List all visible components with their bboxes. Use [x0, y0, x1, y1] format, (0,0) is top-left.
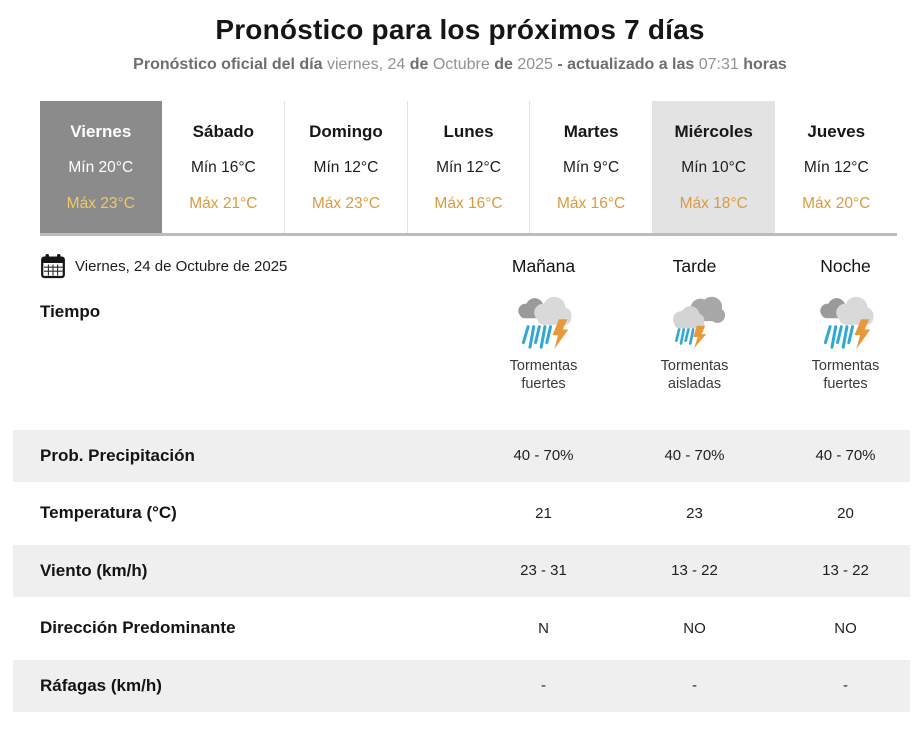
- condition-text: Tormentas fuertes: [811, 358, 880, 392]
- row-label: Ráfagas (km/h): [40, 675, 162, 695]
- detail-header: Viernes, 24 de Octubre de 2025 Mañana Ta…: [0, 249, 920, 283]
- weather-conditions-row: Tiempo Tormentas fuertes: [0, 289, 920, 393]
- cell-value: 21: [535, 504, 552, 522]
- day-name: Sábado: [192, 122, 255, 141]
- subtitle-segment: - actualizado a las: [557, 56, 699, 73]
- day-name: Jueves: [807, 122, 866, 141]
- day-tab-miercoles[interactable]: Miércoles Mín 10°C Máx 18°C: [651, 101, 775, 233]
- day-name: Martes: [563, 122, 619, 141]
- subtitle-segment: Pronóstico oficial del día: [133, 56, 327, 73]
- subtitle-segment: horas: [743, 56, 787, 73]
- calendar-icon: [41, 254, 65, 279]
- day-tab-lunes[interactable]: Lunes Mín 12°C Máx 16°C: [406, 101, 530, 233]
- cell-value: 40 - 70%: [664, 447, 725, 465]
- row-label: Dirección Predominante: [40, 618, 236, 638]
- period-header-noche: Noche: [820, 255, 871, 276]
- table-row-temperatura: Temperatura (°C) 21 23 20: [0, 485, 920, 543]
- cell-value: -: [843, 677, 848, 695]
- condition-manana: Tormentas fuertes: [468, 289, 619, 393]
- row-label-tiempo: Tiempo: [40, 302, 101, 321]
- condition-tarde: Tormentas aisladas: [619, 289, 770, 393]
- table-row-rafagas: Ráfagas (km/h) - - -: [0, 657, 920, 715]
- min-temp: Mín 12°C: [313, 159, 379, 176]
- row-label: Prob. Precipitación: [40, 445, 195, 465]
- day-tab-viernes[interactable]: Viernes Mín 20°C Máx 23°C: [40, 101, 162, 233]
- day-tab-domingo[interactable]: Domingo Mín 12°C Máx 23°C: [284, 101, 407, 233]
- page-title: Pronóstico para los próximos 7 días: [215, 14, 705, 45]
- cell-value: 23 - 31: [520, 562, 567, 580]
- subtitle-segment: 07:31: [698, 56, 744, 73]
- period-header-tarde: Tarde: [672, 255, 717, 276]
- cell-value: 13 - 22: [822, 562, 869, 580]
- tabbar-divider: [40, 233, 897, 236]
- min-temp: Mín 12°C: [436, 159, 501, 176]
- max-temp: Máx 16°C: [556, 195, 626, 212]
- max-temp: Máx 23°C: [66, 195, 135, 212]
- table-row-direccion: Dirección Predominante N NO NO: [0, 600, 920, 658]
- storm-heavy-icon: [517, 296, 572, 350]
- selected-date: Viernes, 24 de Octubre de 2025: [75, 257, 288, 275]
- max-temp: Máx 20°C: [802, 195, 871, 212]
- max-temp: Máx 21°C: [189, 195, 258, 212]
- day-name: Lunes: [443, 122, 494, 141]
- storm-heavy-icon: [819, 296, 874, 350]
- cell-value: -: [692, 677, 697, 695]
- cell-value: -: [541, 677, 546, 695]
- period-header-manana: Mañana: [511, 255, 576, 276]
- cell-value: NO: [834, 619, 857, 637]
- cell-value: 40 - 70%: [513, 447, 574, 465]
- max-temp: Máx 16°C: [434, 195, 503, 212]
- day-tab-bar: Viernes Mín 20°C Máx 23°C Sábado Mín 16°…: [40, 101, 898, 233]
- condition-text: Tormentas aisladas: [660, 358, 729, 392]
- min-temp: Mín 10°C: [681, 159, 747, 176]
- max-temp: Máx 18°C: [679, 195, 748, 212]
- subtitle-segment: Octubre: [432, 56, 495, 73]
- cell-value: N: [538, 619, 549, 637]
- condition-text: Tormentas fuertes: [509, 358, 578, 392]
- cell-value: 23: [686, 504, 703, 522]
- day-tab-martes[interactable]: Martes Mín 9°C Máx 16°C: [529, 101, 652, 233]
- table-row-viento: Viento (km/h) 23 - 31 13 - 22 13 - 22: [0, 542, 920, 600]
- storm-isolated-icon: [672, 296, 725, 349]
- cell-value: 40 - 70%: [815, 447, 876, 465]
- subtitle-segment: de: [494, 56, 518, 73]
- day-name: Domingo: [309, 122, 383, 141]
- min-temp: Mín 20°C: [68, 159, 134, 176]
- selected-date-row: Viernes, 24 de Octubre de 2025: [40, 253, 468, 279]
- day-name: Viernes: [70, 122, 132, 141]
- page-subtitle: Pronóstico oficial del día viernes, 24 d…: [0, 56, 920, 74]
- row-label: Viento (km/h): [40, 560, 148, 580]
- cell-value: 13 - 22: [671, 562, 718, 580]
- forecast-table: Prob. Precipitación 40 - 70% 40 - 70% 40…: [0, 427, 920, 715]
- table-row-precipitacion: Prob. Precipitación 40 - 70% 40 - 70% 40…: [0, 427, 920, 485]
- subtitle-segment: de: [409, 56, 433, 73]
- cell-value: 20: [837, 504, 854, 522]
- condition-noche: Tormentas fuertes: [770, 289, 920, 393]
- subtitle-segment: 2025: [517, 56, 558, 73]
- min-temp: Mín 16°C: [190, 159, 256, 176]
- min-temp: Mín 12°C: [803, 159, 869, 176]
- max-temp: Máx 23°C: [311, 195, 381, 212]
- cell-value: NO: [683, 619, 706, 637]
- day-name: Miércoles: [674, 122, 753, 141]
- row-label: Temperatura (°C): [40, 503, 177, 523]
- min-temp: Mín 9°C: [563, 159, 620, 176]
- subtitle-segment: viernes, 24: [326, 56, 410, 73]
- day-tab-jueves[interactable]: Jueves Mín 12°C Máx 20°C: [774, 101, 898, 233]
- day-tab-sabado[interactable]: Sábado Mín 16°C Máx 21°C: [161, 101, 285, 233]
